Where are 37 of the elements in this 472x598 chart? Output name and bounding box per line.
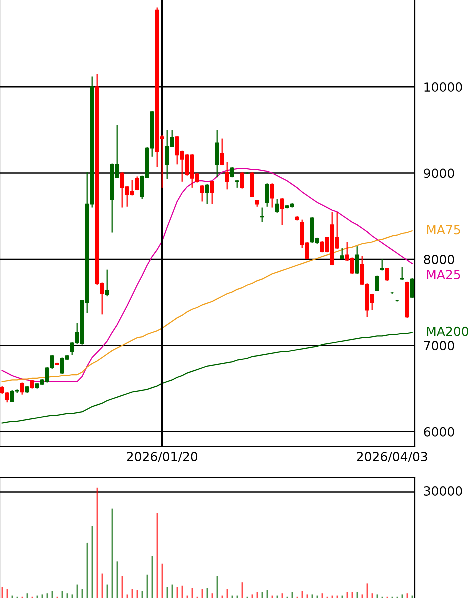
candlestick [265, 183, 270, 208]
series-label: MA200 [427, 326, 468, 336]
candlestick [240, 172, 244, 190]
y-tick-label: 6000 [424, 427, 454, 437]
candlestick [375, 275, 380, 292]
line-series [2, 332, 413, 424]
candlestick [200, 184, 204, 202]
line-series [2, 230, 413, 382]
candlestick [225, 162, 230, 190]
candlestick [205, 184, 210, 205]
candlestick [385, 268, 390, 282]
y-tick-label: 10000 [424, 82, 462, 92]
candlestick [215, 130, 220, 178]
line-series [2, 168, 413, 382]
candlestick [270, 183, 274, 208]
candlestick [340, 248, 344, 260]
candlestick [20, 382, 24, 396]
candlestick [230, 166, 234, 178]
y-tick-label: 9000 [424, 168, 454, 178]
y-tick-label: 7000 [424, 341, 454, 351]
x-tick-label: 2026/04/03 [357, 452, 428, 463]
candlestick [275, 198, 280, 214]
candlestick [250, 172, 254, 198]
candlestick [135, 176, 140, 192]
y-tick-label: 8000 [424, 254, 454, 264]
x-tick-label: 2026/01/20 [127, 452, 198, 463]
candlestick [105, 269, 110, 298]
series-label: MA75 [427, 225, 460, 235]
candlestick [210, 180, 214, 205]
text: 30000 [424, 486, 462, 496]
candlestick [410, 278, 414, 299]
candlestick [280, 198, 284, 226]
candlestick [400, 266, 404, 281]
candlestick [260, 207, 264, 223]
candlestick [220, 138, 224, 166]
series-label: MA25 [427, 270, 460, 280]
candlestick [355, 246, 360, 275]
